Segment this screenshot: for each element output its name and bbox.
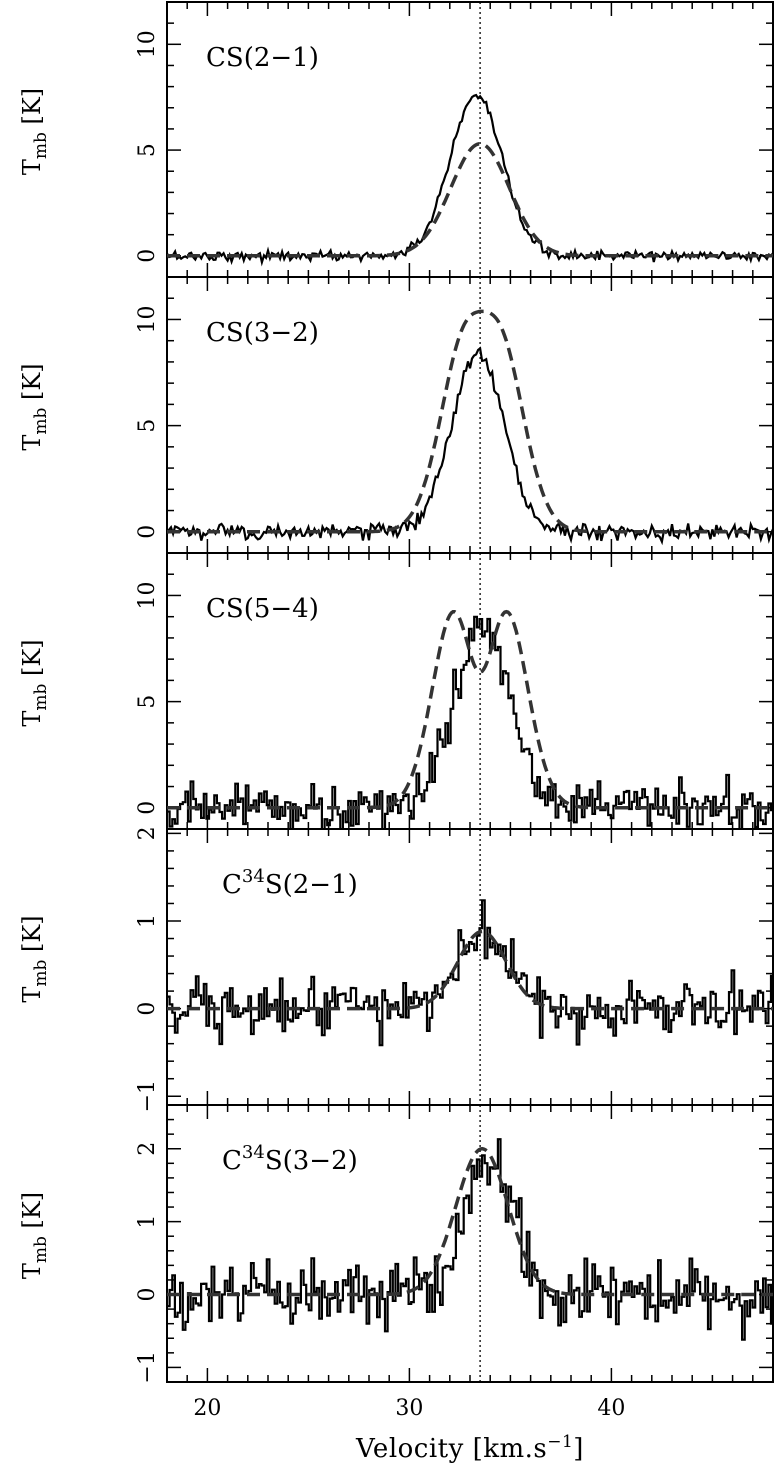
panel-series (167, 93, 773, 267)
y-tick-label: 2 (135, 826, 160, 840)
panel-series (167, 309, 773, 546)
y-tick-label: 10 (135, 306, 160, 334)
observed-spectrum-line (167, 615, 773, 829)
y-tick-label: 0 (135, 1288, 160, 1302)
y-tick-label: 0 (135, 1002, 160, 1016)
model-spectrum-line (167, 1146, 773, 1297)
y-tick-label: 2 (135, 1142, 160, 1156)
panel-label: CS(2−1) (206, 43, 319, 73)
y-axis-label: Tmb [K] (18, 1192, 51, 1279)
y-tick-label: −1 (135, 1080, 160, 1112)
y-tick-label: 0 (135, 801, 160, 815)
y-axis-label: Tmb [K] (18, 915, 51, 1002)
model-spectrum-line (167, 929, 773, 1011)
y-tick-label: 10 (135, 582, 160, 610)
model-spectrum-line (167, 141, 773, 258)
y-tick-label: 5 (135, 419, 160, 433)
panel-label: CS(5−4) (206, 594, 319, 624)
observed-spectrum-line (167, 346, 773, 546)
y-tick-label: 1 (135, 914, 160, 928)
panel-series (167, 1138, 773, 1341)
x-tick-label: 20 (193, 1396, 221, 1421)
panel-5: −1 0 1 2 Tmb [K] C34S(3−2) 20 30 40 (18, 1104, 774, 1421)
y-tick-label: −1 (135, 1351, 160, 1383)
panel-4: −1 0 1 2 Tmb [K] C34S(2−1) (18, 826, 774, 1112)
observed-spectrum-line (167, 899, 773, 1047)
x-tick-label: 30 (395, 1396, 423, 1421)
y-tick-label: 1 (135, 1215, 160, 1229)
panel-label: CS(3−2) (206, 318, 319, 348)
panel-1: 0 5 10 Tmb [K] CS(2−1) (18, 1, 774, 278)
y-tick-label: 10 (135, 30, 160, 58)
y-tick-label: 0 (135, 525, 160, 539)
x-tick-label: 40 (597, 1396, 625, 1421)
panel-series (167, 609, 773, 829)
model-spectrum-line (167, 609, 773, 810)
y-tick-label: 5 (135, 143, 160, 157)
panel-2: 0 5 10 Tmb [K] CS(3−2) (18, 276, 774, 554)
model-spectrum-line (167, 309, 773, 534)
y-axis-label: Tmb [K] (18, 88, 51, 175)
x-axis-label: Velocity [km.s−1] (355, 1432, 584, 1464)
y-tick-label: 5 (135, 695, 160, 709)
panel-series (167, 899, 773, 1047)
y-axis-label: Tmb [K] (18, 639, 51, 726)
y-tick-label: 0 (135, 249, 160, 263)
y-axis-label: Tmb [K] (18, 363, 51, 450)
observed-spectrum-line (167, 93, 773, 267)
observed-spectrum-line (167, 1138, 773, 1341)
panel-3: 0 5 10 Tmb [K] CS(5−4) (18, 552, 774, 830)
panel-label: C34S(3−2) (222, 1142, 358, 1176)
panel-label: C34S(2−1) (222, 866, 358, 900)
